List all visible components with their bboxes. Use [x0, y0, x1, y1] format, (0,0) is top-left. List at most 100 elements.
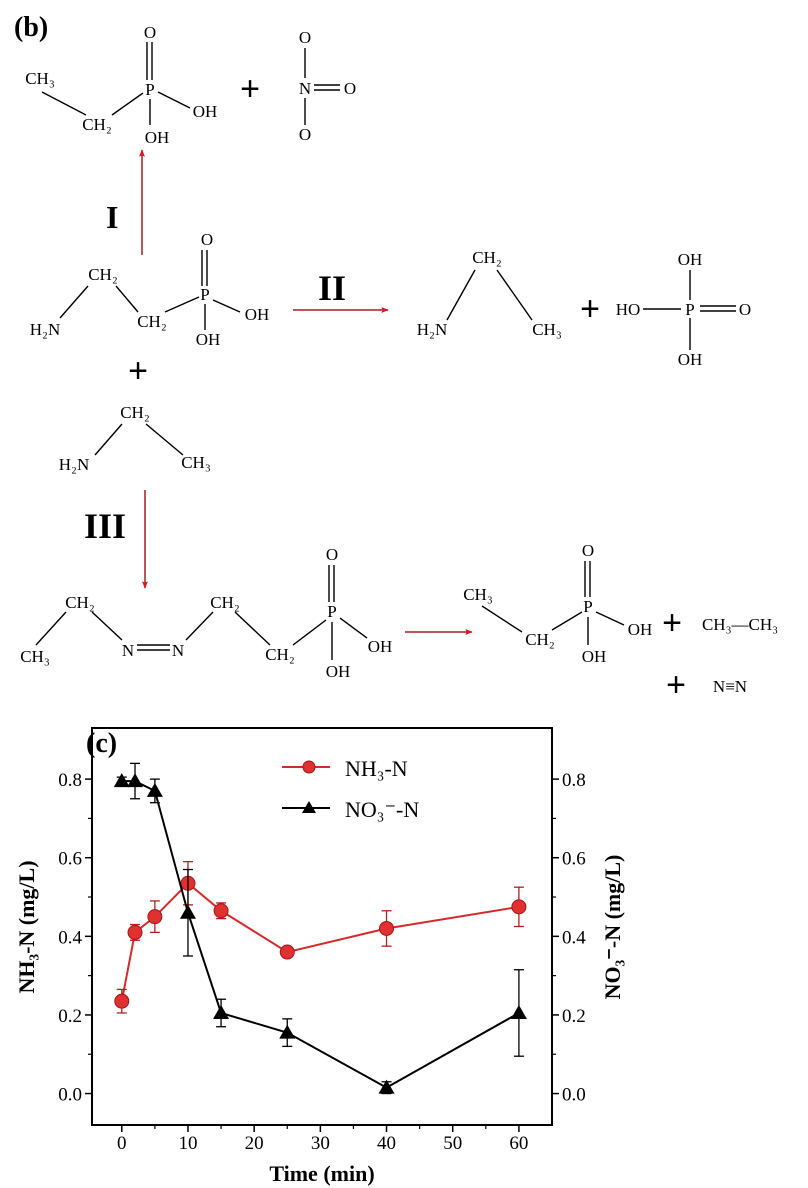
atom-label: CH₂: [88, 265, 118, 284]
atom-label: OH: [245, 305, 270, 324]
ethylamine-product: CH₂ H₂N CH₃: [417, 248, 562, 339]
atom-label: CH₃: [181, 453, 211, 472]
plus-sign: +: [662, 604, 682, 642]
atom-label: OH: [678, 350, 703, 369]
legend: NH₃-N NO₃⁻-N: [282, 756, 419, 822]
atom-label: CH₃: [463, 585, 493, 604]
atom-label: CH₂: [472, 248, 502, 267]
legend-label-nh3: NH₃-N: [345, 756, 408, 781]
chart: (c) 0 10 20 30 40 50 60 0.0 0.0 0.2 0.2 0.4 0.4 0.6 0.…: [14, 727, 625, 1186]
y-tick-label-left: 0.0: [58, 1085, 82, 1106]
plus-sign: +: [128, 352, 148, 390]
atom-label: OH: [193, 102, 218, 121]
y-tick-label-left: 0.2: [58, 1006, 82, 1027]
y-tick-label-right: 0.2: [562, 1006, 586, 1027]
atom-label: O: [739, 300, 751, 319]
atom-label: CH₃: [20, 647, 50, 666]
pathway-label-1: I: [106, 199, 118, 235]
atom-label: O: [201, 230, 213, 249]
atom-label: OH: [368, 637, 393, 656]
data-point-triangle: [213, 1004, 230, 1019]
panel-label-b: (b): [14, 12, 48, 43]
y-axis-label-left: NH₃-N (mg/L): [14, 860, 39, 993]
atom-label: N: [122, 641, 134, 660]
atom-label: H₂N: [59, 455, 89, 474]
atom-label: P: [583, 597, 592, 616]
reaction-scheme: (b) CH₃ CH₂ P O OH OH + O N O O I CH₂ H₂…: [14, 12, 778, 704]
ethane: CH₃—CH₃: [702, 615, 778, 634]
y-tick-label-left: 0.4: [58, 927, 82, 948]
aminopropylphosphonic-acid: CH₂ H₂N CH₂ P O OH OH: [30, 230, 270, 349]
atom-label: OH: [196, 330, 221, 349]
atom-label: CH₂: [265, 645, 295, 664]
atom-label: OH: [582, 647, 607, 666]
atom-label: CH₃: [532, 320, 562, 339]
atom-label: HO: [616, 300, 641, 319]
x-tick-label: 10: [178, 1133, 197, 1154]
atom-label: P: [327, 602, 336, 621]
y-tick-label-right: 0.4: [562, 927, 586, 948]
data-point-circle: [114, 993, 130, 1009]
data-point-triangle: [378, 1079, 395, 1094]
atom-label: CH₂: [210, 593, 240, 612]
y-tick-label-left: 0.6: [58, 849, 82, 870]
data-point-triangle: [127, 773, 144, 788]
atom-label: H₂N: [30, 320, 60, 339]
atom-label: O: [144, 23, 156, 42]
series-line-0: [120, 881, 520, 1002]
data-point-triangle: [179, 904, 196, 919]
data-point-triangle: [146, 782, 163, 797]
plus-sign: +: [666, 666, 686, 704]
azo-intermediate: CH₂ CH₃ N N CH₂ CH₂ P O OH OH: [20, 545, 392, 681]
y-tick-label-left: 0.8: [58, 770, 82, 791]
y-tick-label-right: 0.8: [562, 770, 586, 791]
x-tick-label: 20: [245, 1133, 264, 1154]
atom-label: CH₂: [82, 115, 112, 134]
data-point-circle: [213, 903, 229, 919]
x-tick-label: 60: [509, 1133, 528, 1154]
x-tick-label: 0: [117, 1133, 127, 1154]
plus-sign: +: [240, 70, 260, 108]
nitrogen-gas: N≡N: [713, 677, 747, 696]
atom-label: O: [344, 79, 356, 98]
data-point-circle: [379, 920, 395, 936]
atom-label: P: [685, 300, 694, 319]
data-point-triangle: [510, 1004, 527, 1019]
atom-label: O: [582, 541, 594, 560]
atom-label: CH₂: [65, 593, 95, 612]
y-tick-label-right: 0.0: [562, 1085, 586, 1106]
atom-label: O: [326, 545, 338, 564]
y-tick-label-right: 0.6: [562, 849, 586, 870]
x-tick-label: 30: [311, 1133, 330, 1154]
atom-label: CH₂: [525, 630, 555, 649]
axes: 0 10 20 30 40 50 60 0.0 0.0 0.2 0.2 0.4 0.4 0.6 0.6 0.8…: [58, 770, 586, 1154]
series-line-1: [121, 780, 520, 1089]
legend-label-no3: NO₃⁻-N: [345, 797, 419, 822]
ethylamine: CH₂ H₂N CH₃: [59, 403, 211, 474]
phosphoric-acid: OH HO P O OH: [616, 250, 751, 369]
data-point-circle: [147, 909, 163, 925]
panel-label-c: (c): [86, 728, 117, 759]
atom-label: P: [145, 80, 154, 99]
series-layer: [113, 762, 527, 1095]
atom-label: OH: [145, 128, 170, 147]
atom-label: OH: [326, 662, 351, 681]
pathway-label-3: III: [84, 506, 126, 546]
atom-label: CH₃: [25, 69, 55, 88]
x-axis-label: Time (min): [269, 1161, 374, 1186]
atom-label: OH: [678, 250, 703, 269]
data-point-circle: [127, 924, 143, 940]
data-point-triangle: [113, 773, 130, 788]
ethylphosphonic-acid-final: CH₃ CH₂ P O OH OH: [463, 541, 652, 666]
atom-label: CH₂: [120, 403, 150, 422]
atom-label: H₂N: [417, 320, 447, 339]
data-point-triangle: [279, 1024, 296, 1039]
x-tick-label: 50: [443, 1133, 462, 1154]
nitrate: O N O O: [299, 28, 356, 144]
atom-label: P: [200, 285, 209, 304]
x-tick-label: 40: [377, 1133, 396, 1154]
data-point-circle: [511, 899, 527, 915]
atom-label: O: [299, 28, 311, 47]
atom-label: OH: [628, 620, 653, 639]
